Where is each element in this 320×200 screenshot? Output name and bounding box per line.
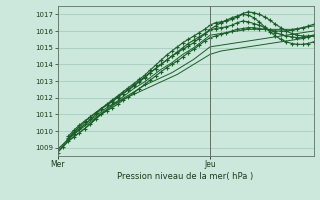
X-axis label: Pression niveau de la mer( hPa ): Pression niveau de la mer( hPa ) — [117, 172, 254, 181]
